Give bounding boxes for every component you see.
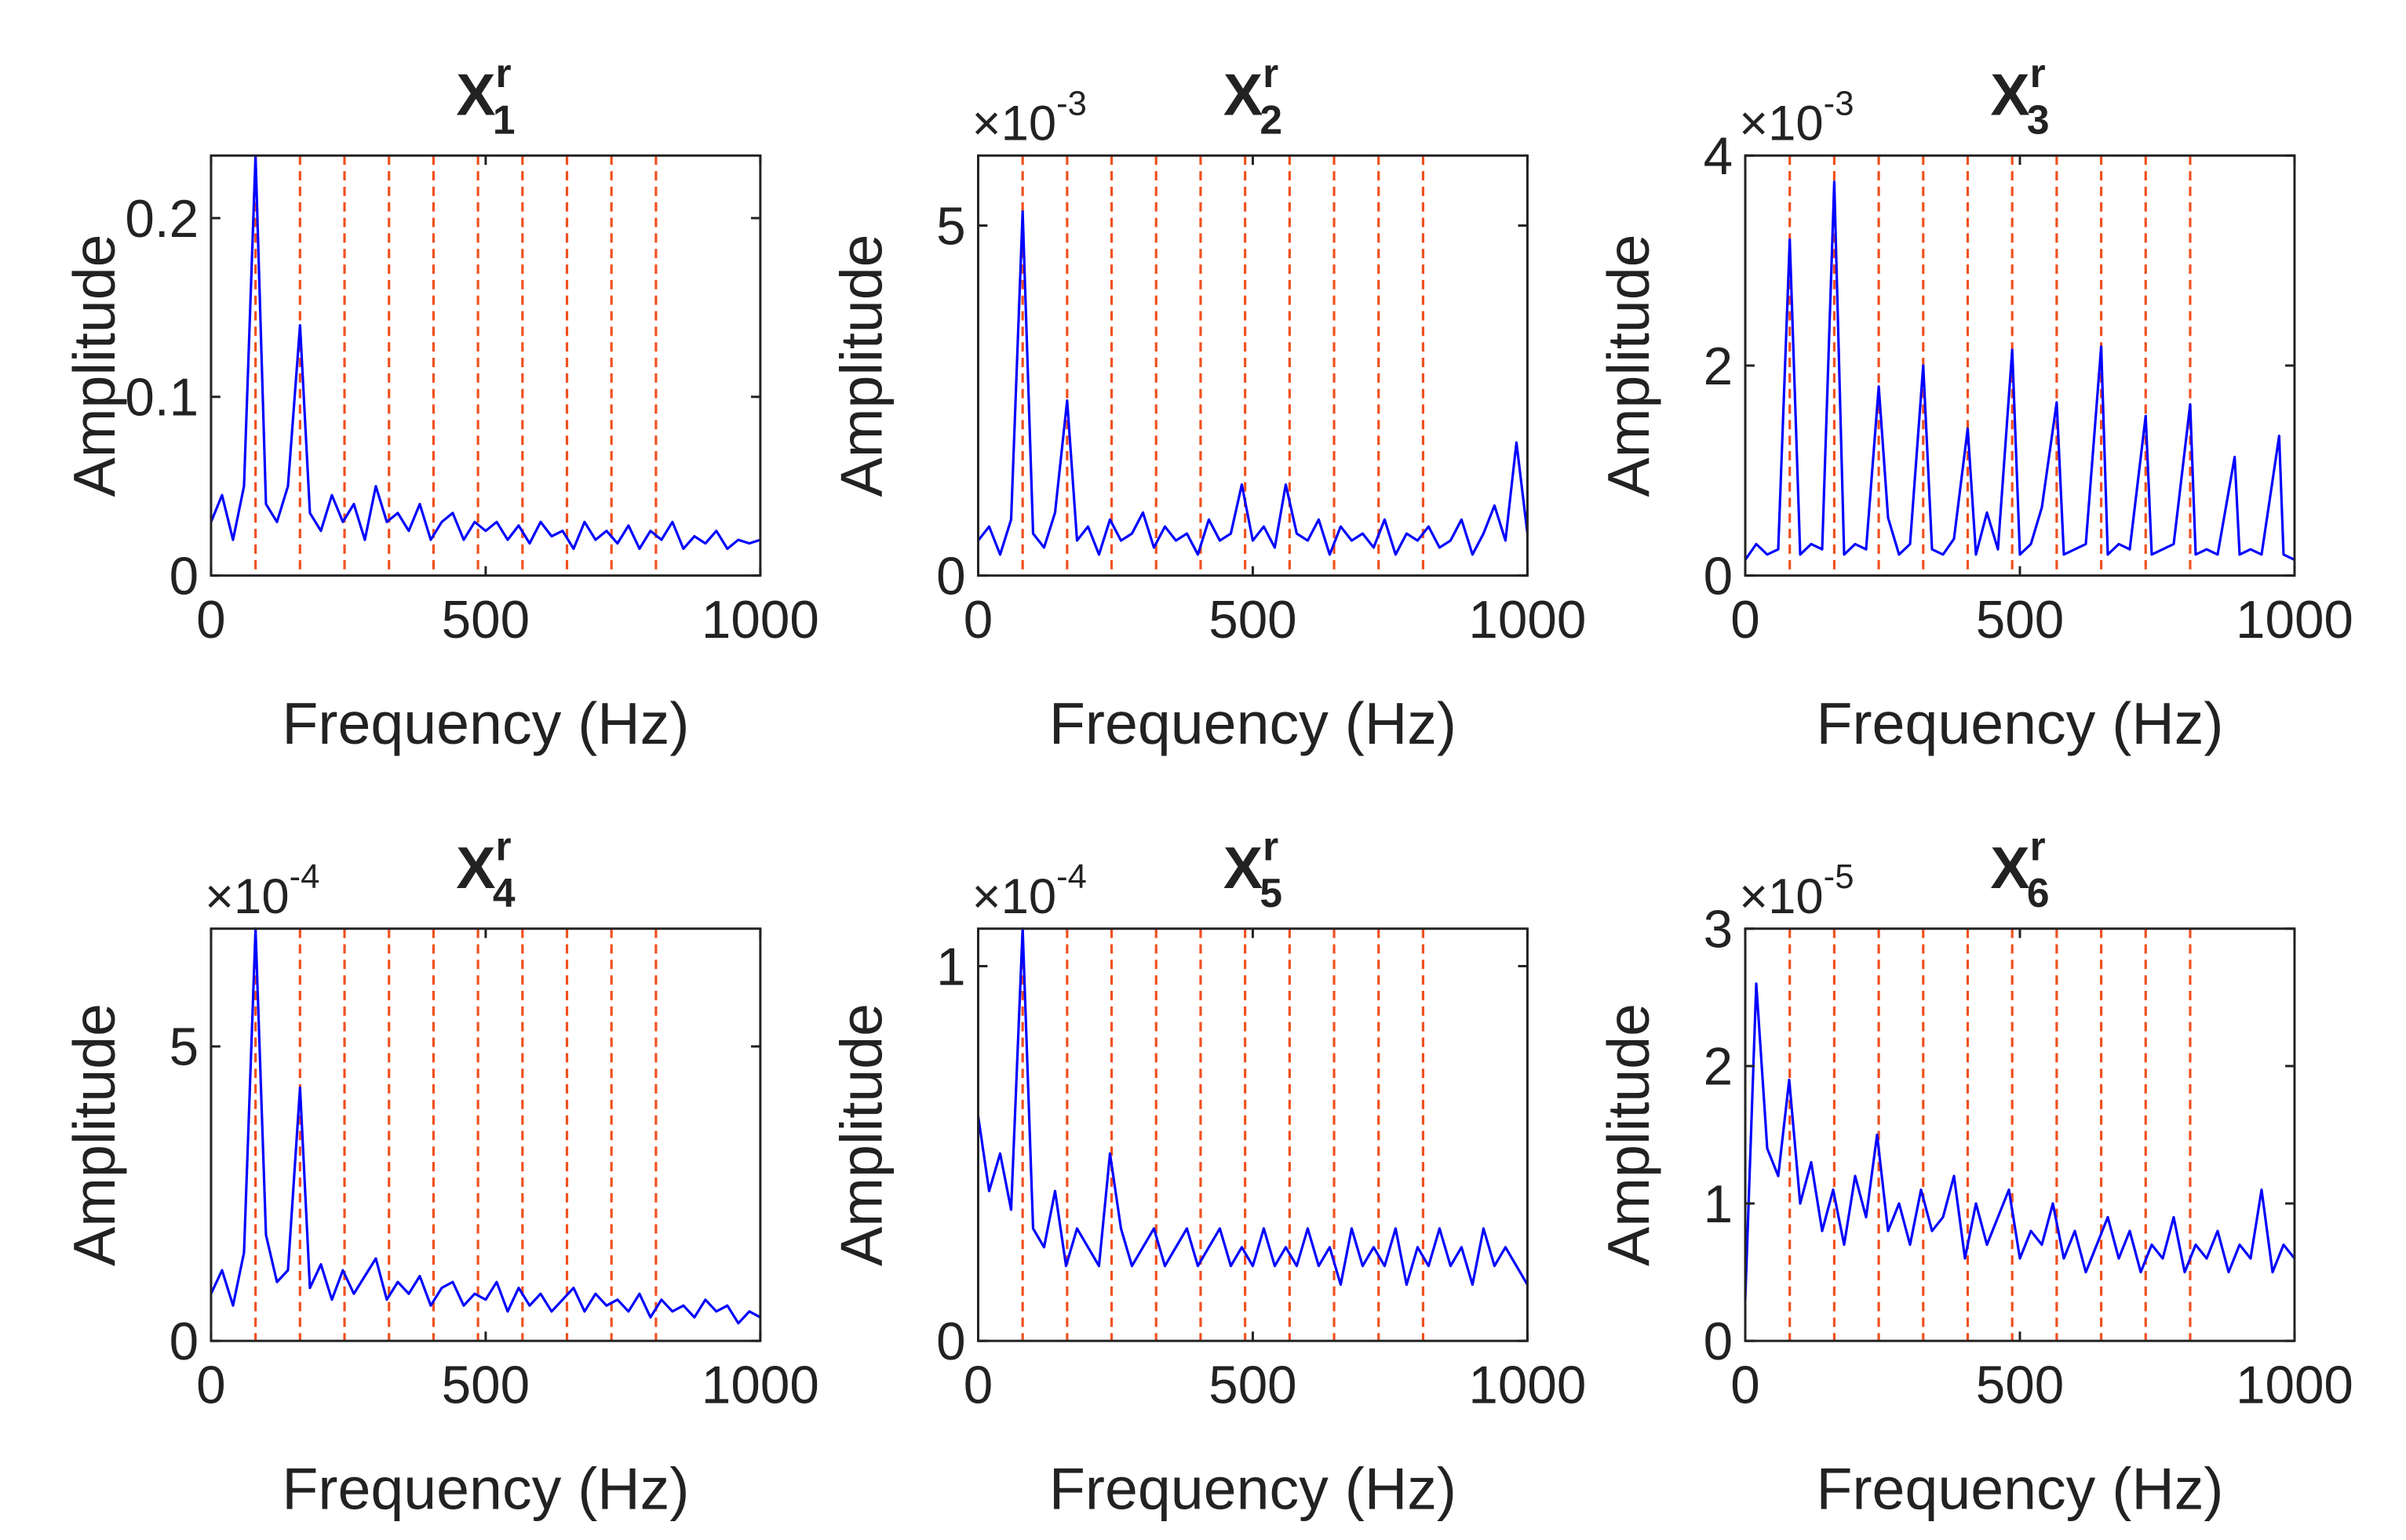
x-tick-label: 0 (1730, 591, 1760, 650)
x-tick-label: 0 (964, 591, 993, 650)
x-tick-label: 500 (442, 1356, 530, 1415)
x-tick-label: 500 (442, 591, 530, 650)
axes-box (976, 154, 1529, 577)
y-tick-label: 1 (936, 937, 965, 996)
exponent-base: ×10 (205, 869, 290, 924)
x-tick-label: 1000 (2236, 1356, 2353, 1415)
exponent-power: -5 (1824, 858, 1854, 896)
title-sub: 1 (493, 97, 516, 143)
axes-box (976, 927, 1529, 1342)
axis-exponent: ×10-3 (1739, 86, 1854, 151)
y-tick-label: 0.1 (125, 369, 199, 428)
title-sup: r (496, 824, 512, 869)
spectrum-line (210, 154, 761, 551)
y-tick-label: 2 (1704, 1038, 1733, 1097)
title-base: X (1223, 835, 1263, 901)
x-axis-label: Frequency (Hz) (1816, 1455, 2223, 1521)
subplot-title: Xr 1 (456, 50, 515, 142)
y-tick-label: 5 (170, 1018, 199, 1077)
x-tick-label: 0 (964, 1356, 993, 1415)
x-tick-label: 1000 (2236, 591, 2353, 650)
spectrum-line (210, 927, 761, 1325)
y-tick-label: 3 (1704, 901, 1733, 959)
spectrum-line (977, 210, 1529, 556)
axis-exponent: ×10-4 (205, 858, 319, 924)
title-sup: r (496, 50, 512, 96)
x-axis-label: Frequency (Hz) (282, 1455, 689, 1521)
spectrum-line (976, 927, 1529, 1287)
x-axis-label: Frequency (Hz) (1049, 690, 1456, 756)
y-axis-label: Amplitude (829, 1003, 895, 1266)
y-tick-label: 0 (936, 547, 965, 606)
title-base: X (1990, 835, 2029, 901)
y-tick-label: 0 (936, 1312, 965, 1371)
x-tick-label: 500 (1208, 591, 1296, 650)
x-axis-label: Frequency (Hz) (1049, 1455, 1456, 1521)
y-tick-label: 0 (1704, 547, 1733, 606)
title-base: X (1223, 62, 1263, 128)
y-tick-label: 0 (170, 1312, 199, 1371)
x-tick-label: 1000 (702, 1356, 819, 1415)
y-tick-label: 0 (170, 547, 199, 606)
y-axis-label: Amplitude (829, 234, 895, 497)
subplot-title: Xr 4 (456, 824, 516, 916)
y-axis-label: Amplitude (61, 1003, 127, 1266)
exponent-power: -3 (1824, 86, 1854, 123)
y-tick-label: 1 (1704, 1175, 1733, 1234)
title-base: X (1990, 62, 2029, 128)
x-tick-label: 0 (196, 591, 226, 650)
axes-box (210, 927, 762, 1342)
title-sup: r (2030, 824, 2046, 869)
y-axis-label: Amplitude (61, 234, 127, 497)
title-base: X (456, 62, 495, 128)
exponent-base: ×10 (1739, 869, 1824, 924)
title-sup: r (1263, 824, 1278, 869)
x-tick-label: 1000 (702, 591, 819, 650)
exponent-power: -3 (1056, 86, 1087, 123)
subplot-title: Xr 3 (1990, 50, 2049, 142)
exponent-power: -4 (1056, 858, 1087, 896)
axis-exponent: ×10-5 (1739, 858, 1854, 924)
title-sub: 5 (1260, 870, 1282, 916)
y-axis-label: Amplitude (1595, 234, 1661, 497)
subplot-title: Xr 6 (1990, 824, 2049, 916)
subplot-title: Xr 2 (1223, 50, 1282, 142)
axes-box (210, 154, 762, 577)
title-sub: 4 (493, 870, 516, 916)
x-tick-label: 500 (1976, 1356, 2064, 1415)
y-tick-label: 5 (936, 197, 965, 256)
axes-box (1744, 927, 2296, 1342)
exponent-power: -4 (290, 858, 320, 896)
y-tick-label: 4 (1704, 127, 1733, 186)
x-axis-label: Frequency (Hz) (1816, 690, 2223, 756)
x-tick-label: 1000 (1468, 1356, 1586, 1415)
title-sub: 2 (1260, 97, 1282, 143)
title-base: X (456, 835, 495, 901)
title-sup: r (1263, 50, 1278, 96)
exponent-base: ×10 (972, 869, 1057, 924)
x-tick-label: 0 (196, 1356, 226, 1415)
x-tick-label: 500 (1976, 591, 2064, 650)
x-tick-label: 0 (1730, 1356, 1760, 1415)
subplot-title: Xr 5 (1223, 824, 1282, 916)
title-sub: 3 (2027, 97, 2050, 143)
exponent-base: ×10 (972, 96, 1057, 151)
y-tick-label: 0.2 (125, 190, 199, 249)
spectrum-line (1744, 982, 2296, 1300)
y-tick-label: 0 (1704, 1312, 1733, 1371)
axis-exponent: ×10-3 (972, 86, 1087, 151)
axis-exponent: ×10-4 (972, 858, 1087, 924)
title-sup: r (2030, 50, 2046, 96)
spectrum-line (1744, 180, 2295, 562)
y-axis-label: Amplitude (1595, 1003, 1661, 1266)
x-tick-label: 1000 (1468, 591, 1586, 650)
x-axis-label: Frequency (Hz) (282, 690, 689, 756)
y-tick-label: 2 (1704, 337, 1733, 396)
exponent-base: ×10 (1739, 96, 1824, 151)
title-sub: 6 (2027, 870, 2050, 916)
x-tick-label: 500 (1208, 1356, 1296, 1415)
